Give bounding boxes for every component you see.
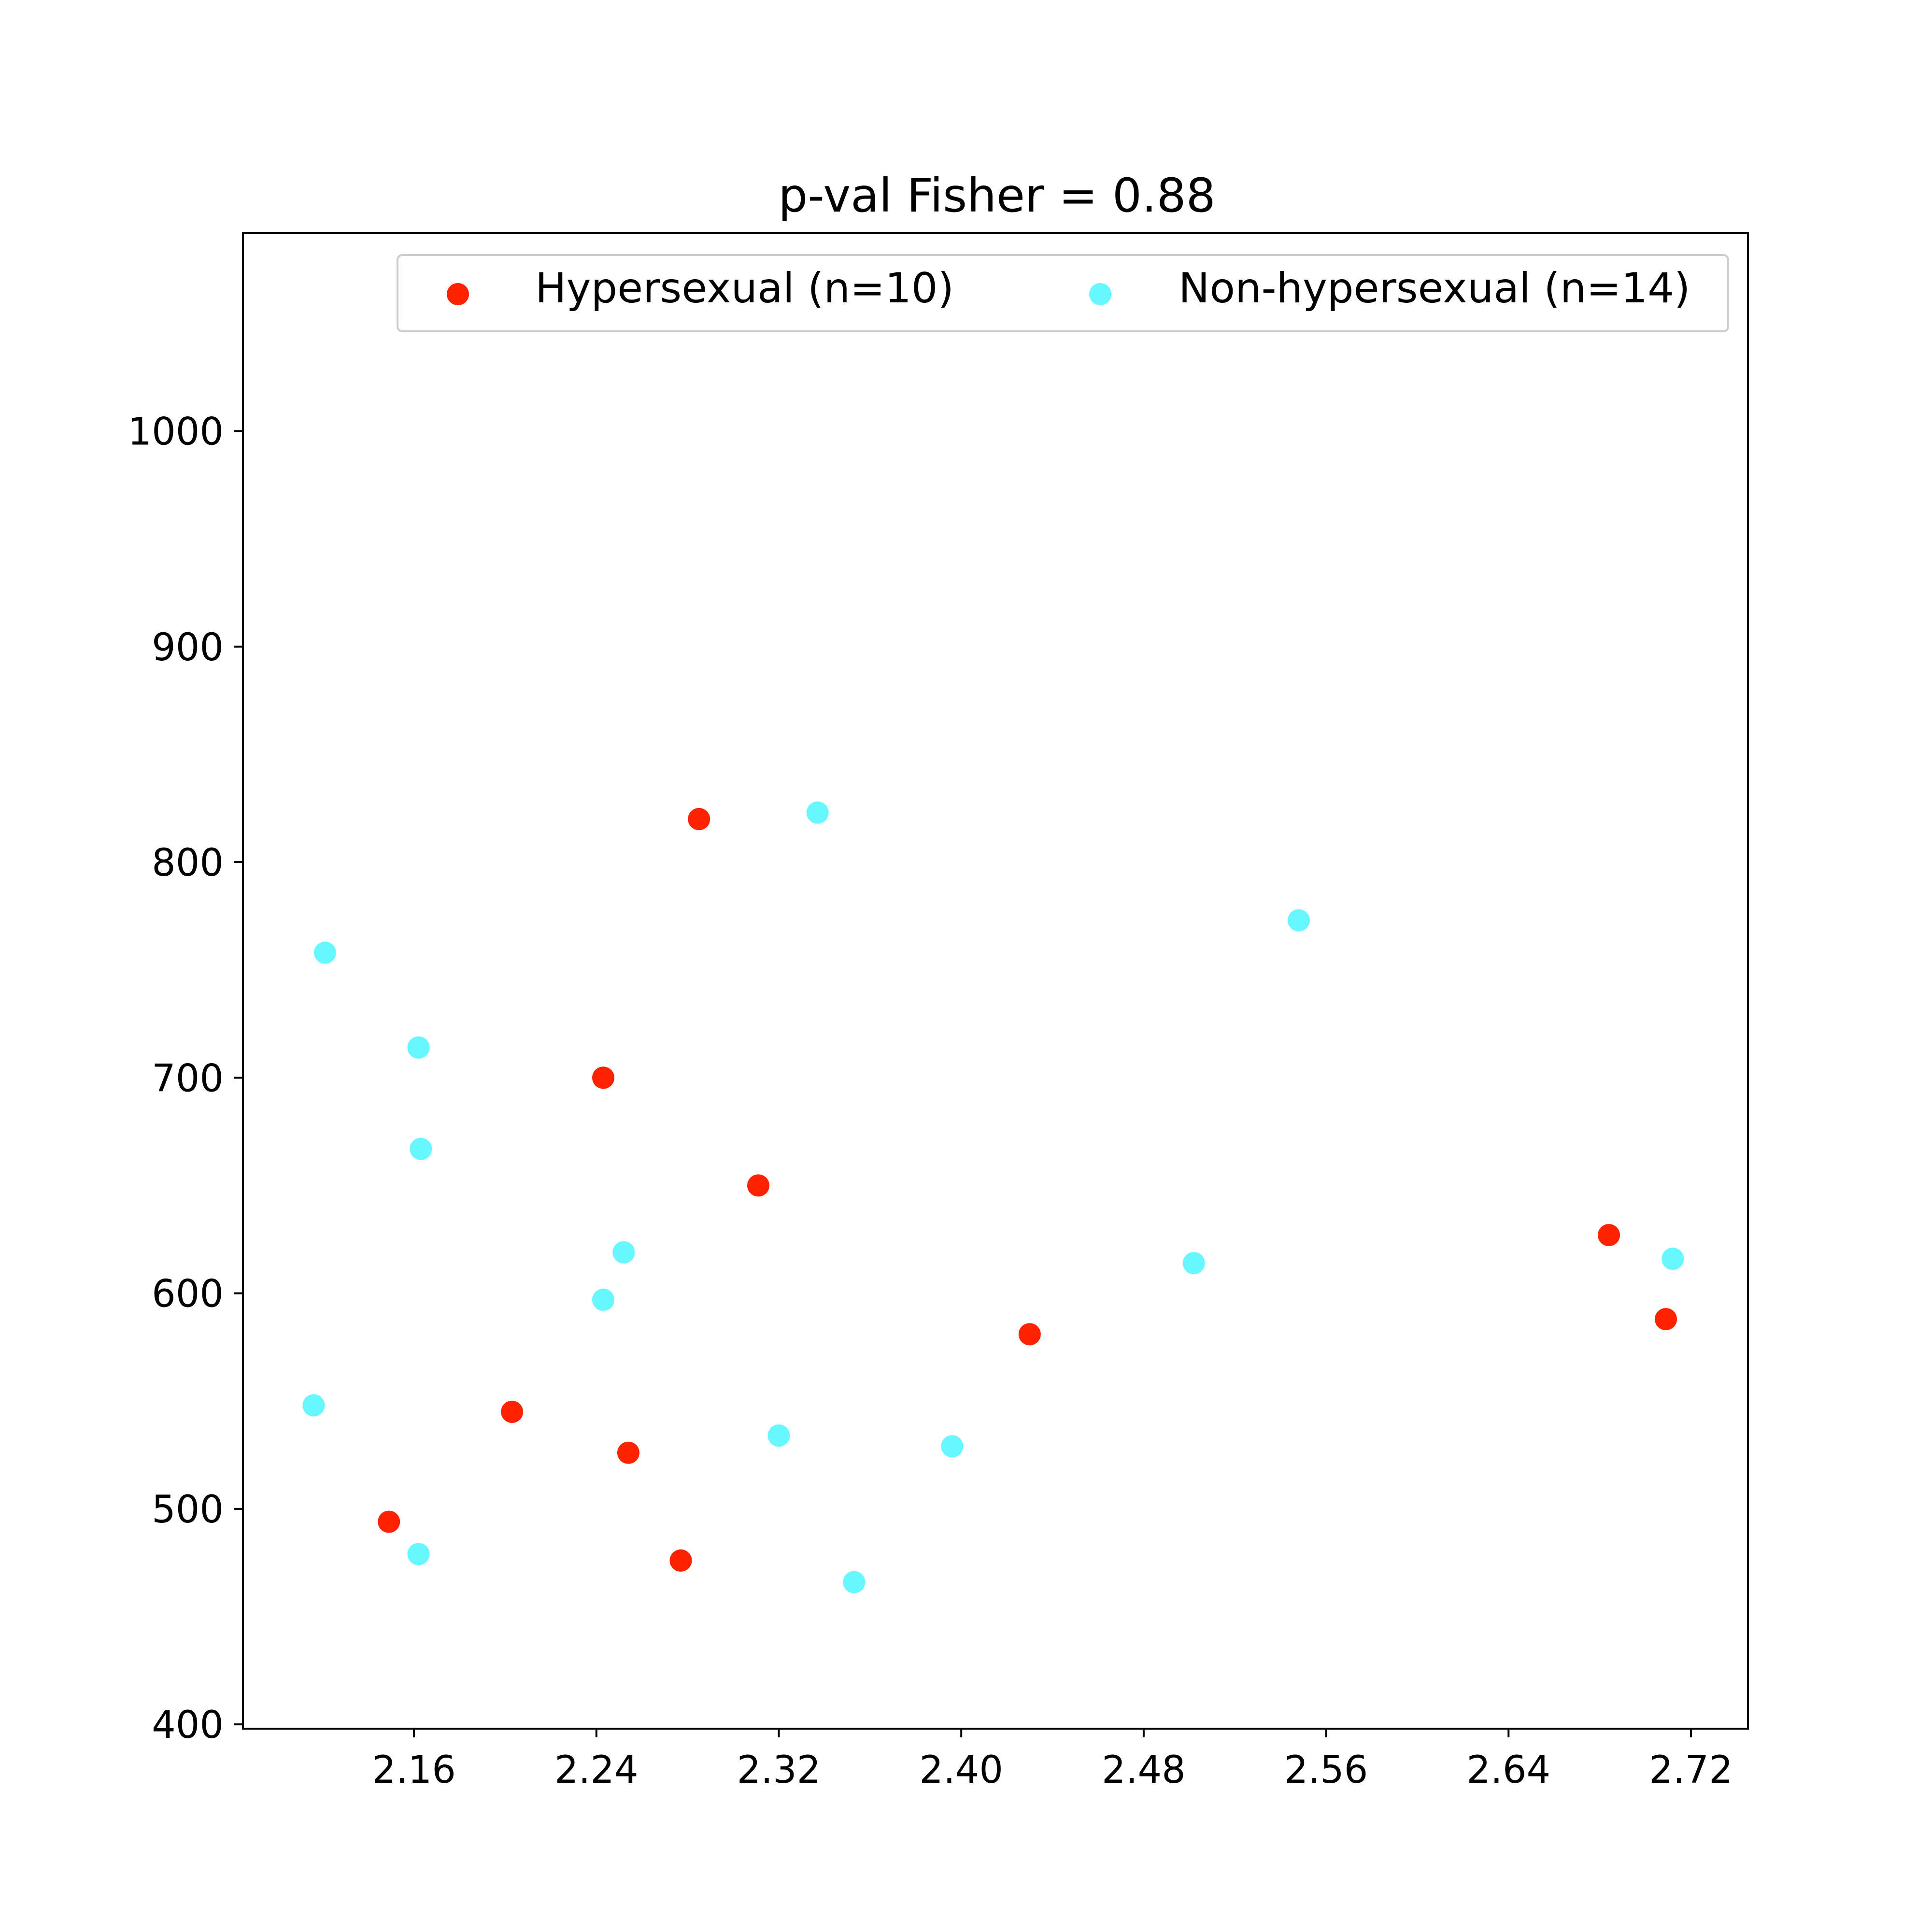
non-hypersexual-point-13 xyxy=(1287,909,1310,932)
y-tick-label-3: 600 xyxy=(152,1273,224,1316)
plot-area-frame xyxy=(242,232,1749,1730)
non-hypersexual-point-3 xyxy=(407,1036,430,1059)
non-hypersexual-point-12 xyxy=(1182,1252,1205,1275)
points-layer xyxy=(302,801,1684,1593)
legend-marker-hypersexual xyxy=(447,283,469,305)
legend-label-non-hypersexual: Non-hypersexual (n=14) xyxy=(1179,264,1690,313)
x-tick-label-1: 2.16 xyxy=(372,1748,456,1792)
x-tick-label-3: 2.32 xyxy=(737,1748,821,1792)
hypersexual-point-9 xyxy=(1598,1224,1620,1247)
non-hypersexual-point-4 xyxy=(410,1137,432,1160)
y-axis: 400 500 600 700 800 900 1000 xyxy=(128,411,243,1747)
hypersexual-point-8 xyxy=(1018,1323,1041,1346)
x-tick-label-4: 2.40 xyxy=(919,1748,1003,1792)
non-hypersexual-point-1 xyxy=(302,1394,325,1417)
hypersexual-point-1 xyxy=(378,1510,400,1533)
legend-marker-non-hypersexual xyxy=(1089,283,1111,305)
x-tick-label-7: 2.64 xyxy=(1466,1748,1550,1792)
hypersexual-point-6 xyxy=(688,808,710,830)
hypersexual-point-2 xyxy=(501,1401,524,1423)
legend: Hypersexual (n=10) Non-hypersexual (n=14… xyxy=(397,254,1729,332)
y-tick-label-4: 700 xyxy=(152,1057,224,1100)
x-axis: 2.16 2.24 2.32 2.40 2.48 2.56 2.64 2.72 xyxy=(372,1729,1733,1792)
y-tick-label-1: 400 xyxy=(152,1704,224,1747)
hypersexual-point-7 xyxy=(747,1174,769,1197)
chart-title: p-val Fisher = 0.88 xyxy=(778,169,1215,223)
hypersexual-point-5 xyxy=(669,1549,692,1572)
non-hypersexual-point-8 xyxy=(767,1424,790,1447)
hypersexual-point-10 xyxy=(1655,1308,1677,1331)
legend-frame xyxy=(397,254,1729,332)
non-hypersexual-point-2 xyxy=(314,941,336,964)
non-hypersexual-point-6 xyxy=(592,1289,614,1311)
x-tick-label-2: 2.24 xyxy=(554,1748,639,1792)
non-hypersexual-point-9 xyxy=(806,801,829,824)
x-tick-label-5: 2.48 xyxy=(1102,1748,1186,1792)
non-hypersexual-point-11 xyxy=(941,1435,964,1458)
legend-label-hypersexual: Hypersexual (n=10) xyxy=(535,264,954,313)
non-hypersexual-point-7 xyxy=(612,1241,635,1264)
non-hypersexual-point-14 xyxy=(1662,1248,1684,1270)
y-tick-label-2: 500 xyxy=(152,1488,224,1532)
y-tick-label-7: 1000 xyxy=(128,411,224,454)
y-tick-label-6: 900 xyxy=(152,626,224,669)
hypersexual-point-3 xyxy=(592,1066,614,1089)
x-tick-label-8: 2.72 xyxy=(1649,1748,1733,1792)
hypersexual-point-4 xyxy=(617,1441,639,1464)
non-hypersexual-point-10 xyxy=(843,1571,866,1593)
non-hypersexual-point-5 xyxy=(407,1543,430,1565)
y-tick-label-5: 800 xyxy=(152,841,224,885)
x-tick-label-6: 2.56 xyxy=(1284,1748,1368,1792)
